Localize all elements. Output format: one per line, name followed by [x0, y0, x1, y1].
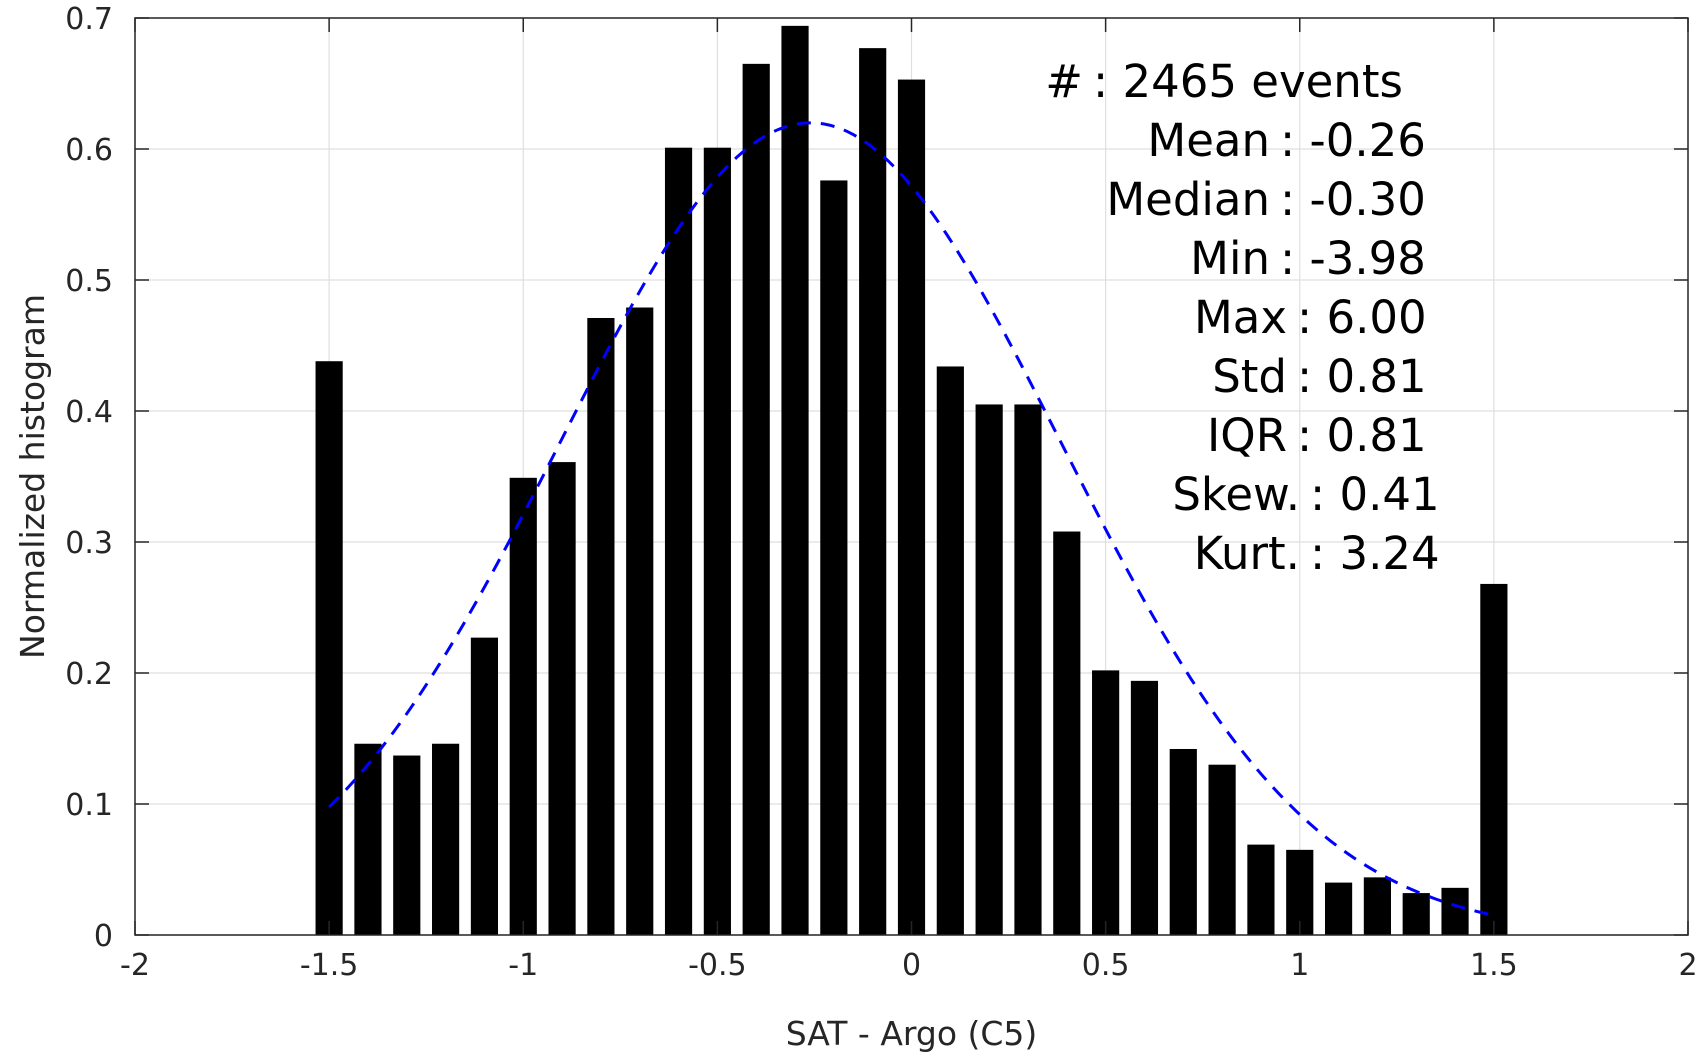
histogram-bar [509, 477, 537, 935]
stat-value: : 6.00 [1297, 291, 1427, 344]
x-axis-title: SAT - Argo (C5) [786, 1014, 1038, 1053]
x-tick-label: -2 [120, 948, 150, 983]
x-tick-labels: -2 -1.5 -1 -0.5 0 0.5 1 1.5 2 [120, 948, 1698, 983]
stat-value: : -3.98 [1280, 232, 1426, 285]
y-tick-label: 0.7 [65, 2, 113, 37]
histogram-bar [315, 361, 343, 936]
x-tick-label: 0 [902, 948, 921, 983]
histogram-bar [393, 755, 421, 935]
y-tick-label: 0 [94, 919, 113, 954]
histogram-bar [936, 366, 964, 936]
stat-label: Min [1190, 232, 1270, 285]
histogram-bar [1092, 670, 1120, 935]
histogram-bar [1247, 844, 1275, 935]
histogram-bar [1208, 764, 1236, 935]
x-tick-label: 2 [1678, 948, 1697, 983]
y-tick-labels: 0 0.1 0.2 0.3 0.4 0.5 0.6 0.7 [65, 2, 113, 954]
stat-value: : 2465 events [1093, 55, 1403, 108]
y-axis-title: Normalized histogram [13, 294, 52, 659]
x-tick-label: 1.5 [1470, 948, 1518, 983]
stat-label: Skew. [1172, 468, 1300, 521]
axis-ticks [134, 17, 1689, 936]
histogram-bar [1053, 531, 1081, 935]
stat-label: Std [1212, 350, 1287, 403]
histogram-bar [587, 317, 615, 935]
stat-label: Median [1106, 173, 1270, 226]
y-tick-label: 0.5 [65, 264, 113, 299]
stat-value: : 0.81 [1297, 409, 1427, 462]
stat-label: # [1045, 55, 1083, 108]
histogram-bar [664, 147, 693, 935]
histogram-bar [975, 404, 1003, 935]
y-tick-label: 0.1 [65, 788, 113, 823]
y-tick-label: 0.3 [65, 526, 113, 561]
histogram-bar [1441, 887, 1469, 935]
histogram-bar [1324, 882, 1353, 935]
histogram-bar [354, 743, 382, 935]
histogram-bar [1286, 849, 1314, 935]
histogram-bar [1014, 404, 1042, 935]
histogram-bar [548, 462, 576, 935]
histogram-bar [1363, 877, 1391, 935]
histogram-bar [897, 79, 926, 935]
stat-value: : 3.24 [1310, 527, 1440, 580]
stat-value: : -0.30 [1280, 173, 1426, 226]
histogram-bar [781, 25, 809, 936]
histogram-bar [470, 637, 499, 935]
histogram-bar [703, 147, 731, 935]
histogram-bar [820, 180, 848, 935]
x-tick-label: -1 [508, 948, 538, 983]
stat-value: : -0.26 [1280, 114, 1426, 167]
histogram-bar [626, 307, 654, 935]
stat-value: : 0.81 [1297, 350, 1427, 403]
stat-label: Kurt. [1194, 527, 1300, 580]
stat-label: IQR [1207, 409, 1287, 462]
stat-label: Max [1194, 291, 1287, 344]
stat-label: Mean [1147, 114, 1270, 167]
x-tick-label: 0.5 [1082, 948, 1130, 983]
histogram-bar [1480, 583, 1508, 935]
x-tick-label: -1.5 [300, 948, 359, 983]
histogram-bar [1402, 893, 1430, 935]
histogram-bar [432, 743, 460, 935]
x-tick-label: 1 [1290, 948, 1309, 983]
histogram-bar [1130, 680, 1159, 935]
y-tick-label: 0.4 [65, 395, 113, 430]
histogram-bar [859, 48, 887, 935]
x-tick-label: -0.5 [688, 948, 747, 983]
histogram-bar [1169, 748, 1197, 935]
stat-value: : 0.41 [1310, 468, 1440, 521]
histogram-bar [742, 63, 770, 936]
y-tick-label: 0.2 [65, 657, 113, 692]
y-tick-label: 0.6 [65, 133, 113, 168]
histogram-bars [315, 25, 1508, 936]
